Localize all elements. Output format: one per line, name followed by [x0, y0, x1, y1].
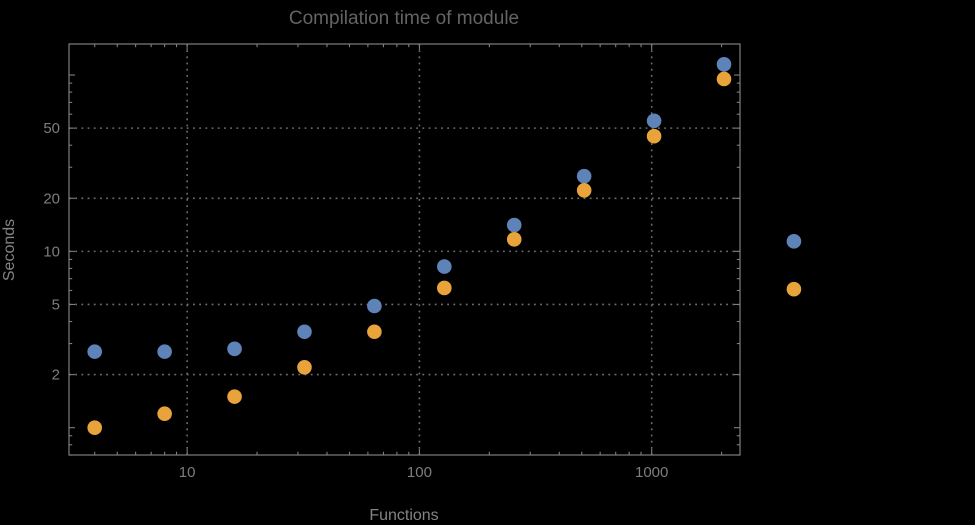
data-point-series-2-orange — [87, 420, 103, 435]
data-point-series-1-blue — [157, 344, 172, 359]
data-point-series-2-orange — [437, 280, 452, 296]
data-point-series-1-blue — [87, 344, 103, 359]
y-tick-label: 10 — [43, 243, 60, 260]
data-point-series-1-blue — [646, 113, 662, 129]
tick-labels: 10 100 1000 2 5 10 20 50 — [43, 120, 668, 481]
y-tick-label: 50 — [43, 120, 60, 137]
data-point-series-1-blue — [786, 234, 802, 249]
data-point-series-1-blue — [576, 168, 592, 184]
y-axis-label: Seconds — [1, 219, 18, 281]
data-point-series-2-orange — [157, 406, 172, 422]
data-point-series-1-blue — [297, 324, 312, 340]
data-point-series-2-orange — [227, 389, 242, 404]
data-points — [87, 57, 802, 435]
x-tick-label: 10 — [179, 464, 196, 481]
data-point-series-2-orange — [786, 281, 802, 297]
x-tick-label: 100 — [407, 464, 432, 481]
data-point-series-2-orange — [716, 71, 732, 87]
gridlines — [69, 44, 740, 455]
data-point-series-1-blue — [227, 341, 242, 357]
chart-title: Compilation time of module — [289, 8, 519, 29]
x-tick-label: 1000 — [635, 464, 668, 481]
data-point-series-2-orange — [367, 324, 382, 340]
data-point-series-1-blue — [437, 259, 452, 274]
y-tick-label: 2 — [52, 367, 60, 384]
x-axis-label: Functions — [369, 507, 438, 524]
data-point-series-2-orange — [576, 182, 592, 198]
data-point-series-1-blue — [367, 298, 382, 314]
data-point-series-2-orange — [297, 360, 312, 375]
data-point-series-1-blue — [716, 57, 732, 72]
plot-frame — [68, 43, 741, 456]
axis-ticks — [69, 44, 740, 456]
data-point-series-1-blue — [506, 217, 522, 233]
y-tick-label: 5 — [52, 296, 60, 313]
data-point-series-2-orange — [646, 128, 662, 144]
data-point-series-2-orange — [506, 232, 522, 247]
y-tick-label: 20 — [43, 190, 60, 207]
